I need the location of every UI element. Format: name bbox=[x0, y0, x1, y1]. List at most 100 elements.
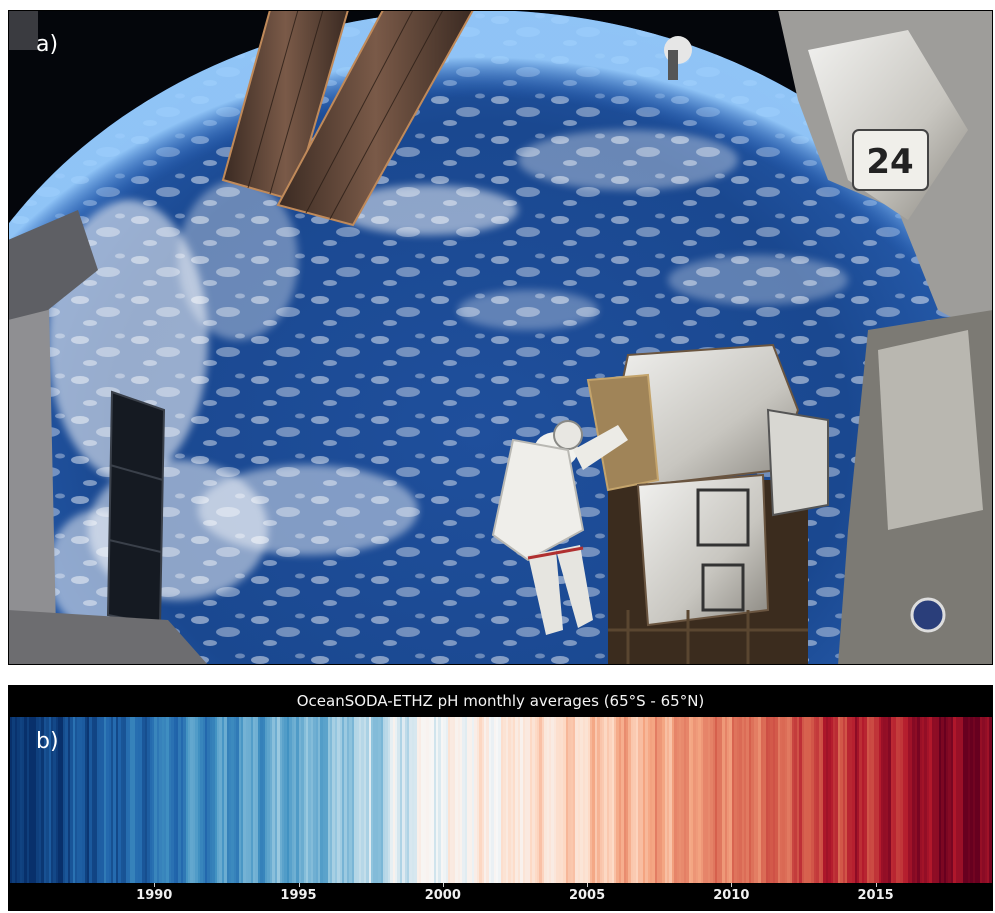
ph-stripe bbox=[674, 717, 677, 883]
ph-stripe bbox=[570, 717, 574, 883]
ph-stripe bbox=[67, 717, 71, 883]
ph-stripe bbox=[255, 717, 258, 883]
ph-stripe bbox=[378, 717, 381, 883]
ph-stripe bbox=[946, 717, 949, 883]
ph-stripe bbox=[55, 717, 59, 883]
ph-stripe bbox=[474, 717, 477, 883]
ph-stripe bbox=[349, 717, 352, 883]
ph-stripe bbox=[902, 717, 906, 883]
panel-b-label: b) bbox=[36, 729, 59, 754]
ph-stripe bbox=[676, 717, 679, 883]
ph-stripe bbox=[243, 717, 246, 883]
ph-stripe bbox=[253, 717, 256, 883]
ph-stripe bbox=[767, 717, 771, 883]
ph-stripe bbox=[500, 717, 504, 883]
ph-stripe bbox=[792, 717, 795, 883]
panel-a-label: a) bbox=[36, 32, 59, 57]
ph-stripe bbox=[869, 717, 872, 883]
ph-stripe bbox=[883, 717, 886, 883]
ph-stripe bbox=[654, 717, 658, 883]
ph-stripe bbox=[565, 717, 569, 883]
ph-stripe bbox=[958, 717, 961, 883]
ph-stripe bbox=[616, 717, 619, 883]
ph-stripe bbox=[529, 717, 533, 883]
ph-stripe bbox=[505, 717, 509, 883]
ph-stripe bbox=[640, 717, 643, 883]
ph-stripe bbox=[303, 717, 306, 883]
ph-stripe bbox=[428, 717, 432, 883]
ph-stripe bbox=[989, 717, 992, 883]
ph-stripe bbox=[447, 717, 451, 883]
ph-stripe bbox=[435, 717, 439, 883]
ph-stripe bbox=[909, 717, 913, 883]
ph-stripe bbox=[638, 717, 641, 883]
ph-stripe bbox=[204, 717, 208, 883]
ph-stripe bbox=[919, 717, 922, 883]
ph-stripe bbox=[161, 717, 164, 883]
ph-stripe bbox=[784, 717, 788, 883]
ph-stripe bbox=[556, 717, 559, 883]
ph-stripe bbox=[332, 717, 335, 883]
ph-stripe bbox=[197, 717, 201, 883]
ph-stripe bbox=[953, 717, 956, 883]
ph-stripe bbox=[690, 717, 694, 883]
ph-stripe bbox=[789, 717, 793, 883]
module-number-plate bbox=[852, 129, 929, 191]
ph-stripe bbox=[265, 717, 268, 883]
ph-stripe bbox=[178, 717, 181, 883]
ph-stripe bbox=[53, 717, 56, 883]
ph-stripe bbox=[118, 717, 121, 883]
ph-stripe bbox=[729, 717, 732, 883]
ph-stripe bbox=[180, 717, 184, 883]
ph-stripe bbox=[250, 717, 254, 883]
ph-stripe bbox=[392, 717, 395, 883]
ph-stripe bbox=[108, 717, 112, 883]
ph-stripe bbox=[99, 717, 102, 883]
ph-stripe bbox=[17, 717, 20, 883]
ph-stripe bbox=[277, 717, 280, 883]
ph-stripe bbox=[318, 717, 321, 883]
ph-stripe bbox=[404, 717, 408, 883]
ph-stripe bbox=[313, 717, 316, 883]
ph-stripe bbox=[209, 717, 213, 883]
ph-stripe bbox=[361, 717, 364, 883]
ph-stripe bbox=[890, 717, 894, 883]
ph-stripe bbox=[589, 717, 593, 883]
ph-stripe bbox=[982, 717, 985, 883]
ph-stripe bbox=[101, 717, 104, 883]
ph-stripe bbox=[683, 717, 687, 883]
ph-stripe bbox=[399, 717, 403, 883]
ph-stripe bbox=[746, 717, 749, 883]
ph-stripe bbox=[835, 717, 838, 883]
ph-stripe bbox=[832, 717, 836, 883]
ph-stripe bbox=[561, 717, 564, 883]
ph-stripe bbox=[585, 717, 588, 883]
ph-stripe bbox=[503, 717, 506, 883]
ph-stripe bbox=[79, 717, 83, 883]
ph-stripe bbox=[900, 717, 903, 883]
ph-stripe bbox=[493, 717, 497, 883]
ph-stripe bbox=[202, 717, 205, 883]
ph-stripe bbox=[337, 717, 340, 883]
ph-stripe bbox=[459, 717, 463, 883]
ph-stripe bbox=[662, 717, 665, 883]
ph-stripe bbox=[10, 717, 13, 883]
ph-stripe bbox=[462, 717, 465, 883]
ph-stripe bbox=[921, 717, 925, 883]
ph-stripe bbox=[149, 717, 152, 883]
module-number: 24 bbox=[866, 142, 913, 182]
ph-stripe bbox=[281, 717, 285, 883]
ph-stripe bbox=[594, 717, 598, 883]
ph-stripe bbox=[457, 717, 460, 883]
ph-stripe bbox=[284, 717, 287, 883]
ph-stripe bbox=[881, 717, 884, 883]
ph-stripe bbox=[936, 717, 939, 883]
ph-stripe bbox=[315, 717, 318, 883]
ph-stripe bbox=[606, 717, 610, 883]
ph-stripe bbox=[91, 717, 95, 883]
ph-stripe bbox=[188, 717, 191, 883]
ph-stripe bbox=[34, 717, 37, 883]
ph-stripe bbox=[151, 717, 155, 883]
ph-stripe bbox=[876, 717, 879, 883]
ph-stripe bbox=[549, 717, 552, 883]
